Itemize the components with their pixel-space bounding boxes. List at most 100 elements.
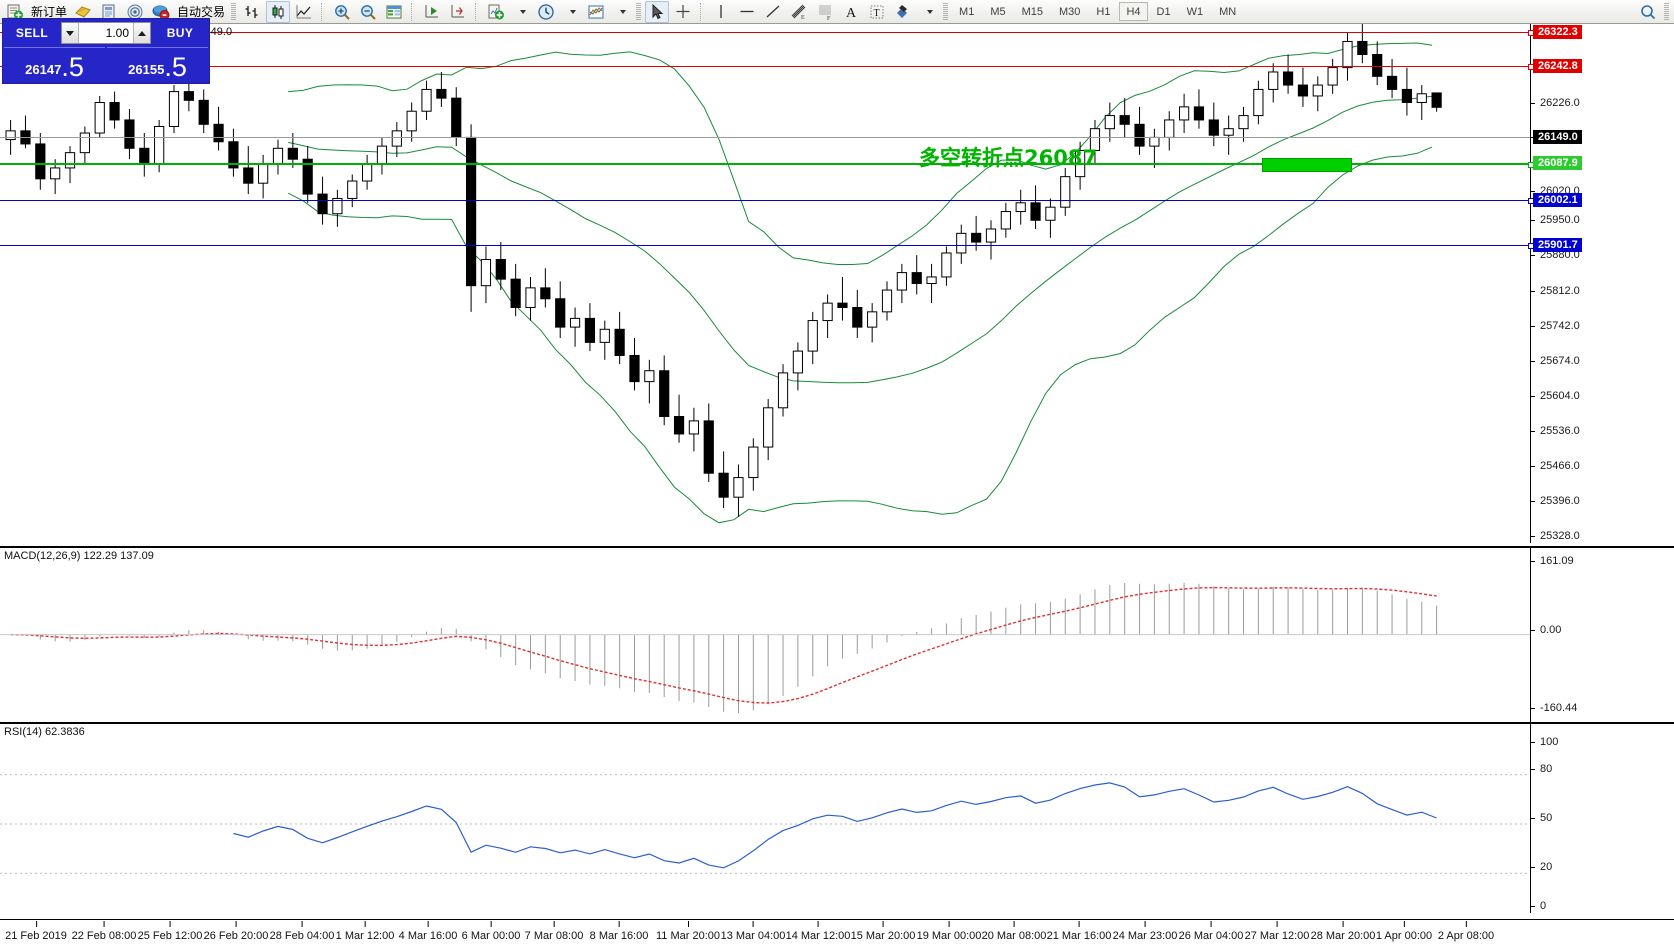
time-tick: 7 Mar 08:00 [524, 921, 584, 942]
volume-input[interactable]: 1.00 [79, 23, 133, 43]
templates-dropdown-caret[interactable] [610, 1, 632, 23]
timeframe-h1[interactable]: H1 [1096, 5, 1111, 18]
price-tick: 25950.0 [1531, 214, 1674, 226]
zoom-in-icon[interactable] [330, 1, 354, 23]
price-pane[interactable]: DJ30,H4 26182.0 26182.0 26139.0 26149.0 … [0, 24, 1674, 543]
time-tick: 1 Mar 12:00 [335, 921, 395, 942]
time-tick: 28 Mar 20:00 [1310, 921, 1376, 942]
price-tick: 25880.0 [1531, 249, 1674, 261]
time-axis[interactable]: 21 Feb 2019 22 Feb 08:00 25 Feb 12:00 26… [0, 919, 1674, 949]
time-tick: 24 Mar 23:00 [1112, 921, 1178, 942]
buy-price[interactable]: 26155 .5 [107, 47, 208, 82]
toolbar-grip[interactable] [943, 2, 949, 21]
sell-button[interactable]: SELL [15, 26, 49, 40]
templates-icon[interactable] [584, 1, 608, 23]
chart-shift-icon[interactable] [446, 1, 470, 23]
sell-price-int: 26147 [25, 62, 62, 77]
rsi-tick: 0 [1531, 900, 1674, 912]
vertical-line-icon[interactable] [709, 1, 733, 23]
trendline-icon[interactable] [761, 1, 785, 23]
price-tick: 26226.0 [1531, 97, 1674, 109]
svg-text:F: F [827, 16, 831, 21]
shapes-dropdown-caret[interactable] [917, 1, 939, 23]
timeframe-m5[interactable]: M5 [990, 5, 1006, 18]
new-order-label[interactable]: 新订单 [31, 5, 68, 19]
svg-text:T: T [874, 8, 880, 19]
rsi-tick: 80 [1531, 763, 1674, 775]
timeframe-mn[interactable]: MN [1219, 5, 1237, 18]
line-chart-icon[interactable] [292, 1, 316, 23]
periods-dropdown-caret[interactable] [560, 1, 582, 23]
one-click-trading-panel[interactable]: SELL 1.00 BUY 26147 .5 26155 .5 [2, 18, 210, 84]
timeframe-d1[interactable]: D1 [1156, 5, 1171, 18]
time-tick: 28 Feb 04:00 [269, 921, 335, 942]
equidistant-channel-icon[interactable]: E [787, 1, 811, 23]
bar-chart-icon[interactable] [240, 1, 264, 23]
new-order-icon[interactable] [3, 1, 27, 23]
price-badge-support-2: 25901.7 [1533, 238, 1582, 252]
data-window-icon[interactable] [382, 1, 406, 23]
toolbar-grip[interactable] [636, 2, 642, 21]
macd-tick: 0.00 [1531, 624, 1674, 636]
volume-stepper[interactable]: 1.00 [61, 22, 151, 44]
toolbar-grip[interactable] [1664, 2, 1669, 21]
price-badge-pivot: 26087.9 [1533, 156, 1582, 170]
timeframe-m1[interactable]: M1 [959, 5, 975, 18]
candlestick-chart-icon[interactable] [266, 0, 291, 23]
toolbar-separator [411, 2, 416, 21]
price-badge-resistance-2: 26242.8 [1533, 59, 1582, 73]
toolbar-grip[interactable] [231, 2, 237, 21]
time-tick: 19 Mar 00:00 [916, 921, 982, 942]
time-tick: 4 Mar 16:00 [398, 921, 458, 942]
crosshair-icon[interactable] [671, 1, 695, 23]
trade-panel-controls: SELL 1.00 BUY [3, 19, 209, 47]
rsi-pane[interactable]: RSI(14) 62.3836 100 80 50 20 0 [0, 722, 1674, 913]
price-badge-resistance-1: 26322.3 [1533, 25, 1582, 39]
macd-tick: 161.09 [1531, 555, 1674, 567]
text-icon[interactable]: A [839, 1, 863, 23]
shapes-icon[interactable] [891, 1, 915, 23]
autotrading-icon[interactable] [149, 1, 173, 23]
timeframe-m15[interactable]: M15 [1021, 5, 1043, 18]
time-tick: 21 Feb 2019 [5, 921, 67, 942]
price-tick: 25536.0 [1531, 425, 1674, 437]
volume-increase-button[interactable] [133, 23, 150, 43]
svg-text:E: E [801, 15, 805, 21]
level-line-26002[interactable] [0, 198, 1534, 204]
volume-decrease-button[interactable] [62, 23, 79, 43]
timeframe-w1[interactable]: W1 [1186, 5, 1204, 18]
fibonacci-icon[interactable]: F [813, 1, 837, 23]
buy-price-int: 26155 [128, 62, 165, 77]
rsi-tick: 100 [1531, 736, 1674, 748]
time-tick: 26 Feb 20:00 [203, 921, 269, 942]
macd-tick: -160.44 [1531, 702, 1674, 714]
cursor-icon[interactable] [645, 0, 670, 23]
sell-price[interactable]: 26147 .5 [4, 47, 105, 82]
indicators-dropdown-caret[interactable] [510, 1, 532, 23]
search-icon[interactable] [1636, 1, 1660, 23]
indicators-icon[interactable] [484, 1, 508, 23]
macd-axis: 161.09 0.00 -160.44 [1530, 548, 1674, 722]
level-line-25901[interactable] [0, 243, 1534, 249]
rsi-tick: 50 [1531, 812, 1674, 824]
level-line-26242[interactable] [0, 64, 1534, 70]
price-axis[interactable]: 26296.0 26226.0 26158.0 26020.0 25950.0 … [1530, 24, 1674, 543]
zoom-out-icon[interactable] [356, 1, 380, 23]
toolbar-separator [321, 2, 326, 21]
text-label-icon[interactable]: T [865, 1, 889, 23]
trade-panel-prices: 26147 .5 26155 .5 [3, 47, 209, 83]
auto-scroll-icon[interactable] [420, 1, 444, 23]
price-tick: 25812.0 [1531, 285, 1674, 297]
autotrade-label[interactable]: 自动交易 [177, 5, 226, 19]
timeframe-m30[interactable]: M30 [1059, 5, 1081, 18]
timeframe-h4[interactable]: H4 [1119, 2, 1148, 21]
macd-pane[interactable]: MACD(12,26,9) 122.29 137.09 161.09 0.00 … [0, 546, 1674, 722]
chart-shell: DJ30,H4 26182.0 26182.0 26139.0 26149.0 … [0, 24, 1674, 949]
buy-button[interactable]: BUY [166, 26, 194, 40]
time-tick: 14 Mar 12:00 [785, 921, 851, 942]
periods-icon[interactable] [534, 1, 558, 23]
price-tick: 25674.0 [1531, 355, 1674, 367]
currency-icon[interactable] [71, 1, 95, 23]
horizontal-line-icon[interactable] [735, 1, 759, 23]
price-plot [5, 24, 1442, 524]
